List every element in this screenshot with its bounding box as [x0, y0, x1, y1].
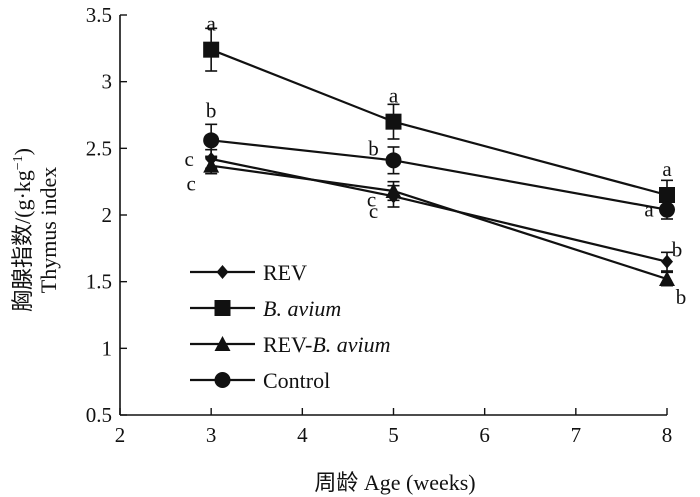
y-tick-label: 3: [102, 70, 113, 94]
legend-label-italic: B. avium: [263, 296, 341, 321]
marker-rev: [661, 254, 673, 269]
x-tick-label: 5: [388, 423, 399, 447]
x-tick-label: 7: [571, 423, 582, 447]
y-axis-title-en: Thymus index: [36, 167, 61, 294]
marker-b-avium: [203, 41, 220, 58]
legend-label-italic: B. avium: [312, 332, 390, 357]
legend-label-plain: Control: [263, 368, 330, 393]
sig-letter-rev-b-avium: b: [676, 285, 687, 309]
legend-label-rev: REV: [263, 260, 307, 285]
legend-label-plain: REV: [263, 260, 307, 285]
y-axis-title-sup: −1: [11, 155, 26, 170]
sig-letter-b-avium: a: [207, 12, 217, 36]
sig-letter-rev: c: [367, 187, 376, 211]
sig-letter-b-avium: a: [662, 157, 672, 181]
sig-letter-b-avium: a: [389, 84, 399, 108]
sig-letter-rev: c: [185, 147, 194, 171]
marker-rev-b-avium: [659, 271, 675, 286]
x-axis-title: 周龄 Age (weeks): [314, 470, 475, 495]
legend-label-control: Control: [263, 368, 330, 393]
legend-label-b-avium: B. avium: [263, 296, 341, 321]
legend-marker-b-avium: [214, 300, 231, 316]
legend-label-plain: REV-: [263, 332, 312, 357]
sig-letter-rev-b-avium: c: [187, 172, 196, 196]
y-tick-label: 2.5: [86, 136, 112, 160]
sig-letter-control: b: [368, 136, 379, 160]
legend-marker-rev: [216, 265, 229, 279]
y-axis-title-close: ): [10, 148, 35, 155]
y-tick-label: 1.5: [86, 270, 112, 294]
sig-letter-control: a: [644, 198, 654, 222]
marker-b-avium: [659, 187, 675, 203]
y-tick-label: 0.5: [86, 403, 112, 427]
sig-letter-rev: b: [672, 238, 683, 262]
sig-letter-control: b: [206, 98, 217, 122]
y-axis-title-cn: 胸腺指数/(g·kg: [10, 170, 35, 312]
axes: 2 3 4 5 6 7 8 0.5 1 1.5 2 2.5 3 3.5: [86, 3, 673, 447]
y-axis-title: 胸腺指数/(g·kg−1) Thymus index: [10, 148, 61, 312]
data-markers: [203, 41, 675, 286]
marker-rev-b-avium: [203, 157, 220, 173]
y-tick-label: 3.5: [86, 3, 112, 27]
series-lines: [210, 48, 668, 281]
marker-b-avium: [385, 113, 402, 130]
marker-control: [659, 201, 675, 218]
y-tick-label: 2: [102, 203, 113, 227]
marker-control: [385, 152, 402, 169]
x-tick-label: 8: [662, 423, 673, 447]
x-tick-label: 2: [115, 423, 126, 447]
legend-label-rev-b-avium: REV-B. avium: [263, 332, 391, 357]
x-tick-label: 3: [206, 423, 217, 447]
marker-control: [203, 132, 220, 149]
legend-marker-rev-b-avium: [214, 336, 231, 351]
x-tick-label: 4: [297, 423, 308, 447]
sig-letter-rev-b-avium: c: [369, 199, 378, 223]
x-tick-label: 6: [479, 423, 490, 447]
svg-text:胸腺指数/(g·kg−1): 胸腺指数/(g·kg−1): [10, 148, 35, 312]
y-tick-label: 1: [102, 336, 113, 360]
legend-marker-control: [214, 372, 231, 388]
marker-rev-b-avium: [385, 183, 402, 198]
